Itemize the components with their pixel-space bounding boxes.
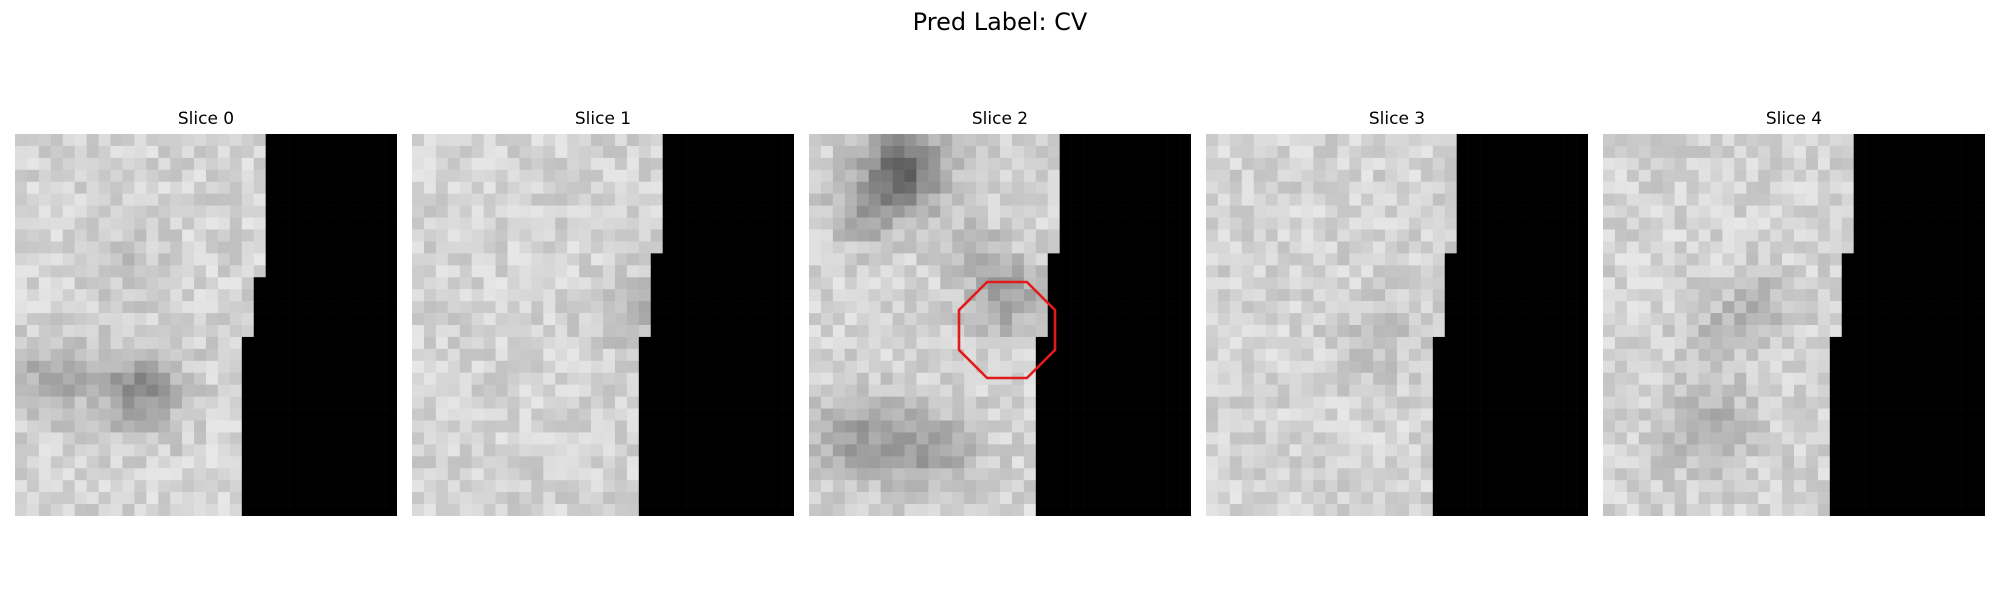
slice-image [809,134,1191,516]
slice-title: Slice 0 [177,109,235,129]
slice-image [1206,134,1588,516]
slice-panel-1: Slice 1 [412,108,794,520]
slice-image [1603,134,1985,516]
slice-title: Slice 1 [574,109,632,129]
slice-image [412,134,794,516]
slice-panel-0: Slice 0 [15,108,397,520]
figure-title: Pred Label: CV [912,8,1088,36]
slice-title: Slice 4 [1765,109,1823,129]
slice-panel-3: Slice 3 [1206,108,1588,520]
slice-panel-2: Slice 2 [809,108,1191,520]
slice-image [15,134,397,516]
slice-title: Slice 2 [971,109,1029,129]
annotation-octagon [957,280,1057,380]
slice-title: Slice 3 [1368,109,1426,129]
slice-panel-4: Slice 4 [1603,108,1985,520]
